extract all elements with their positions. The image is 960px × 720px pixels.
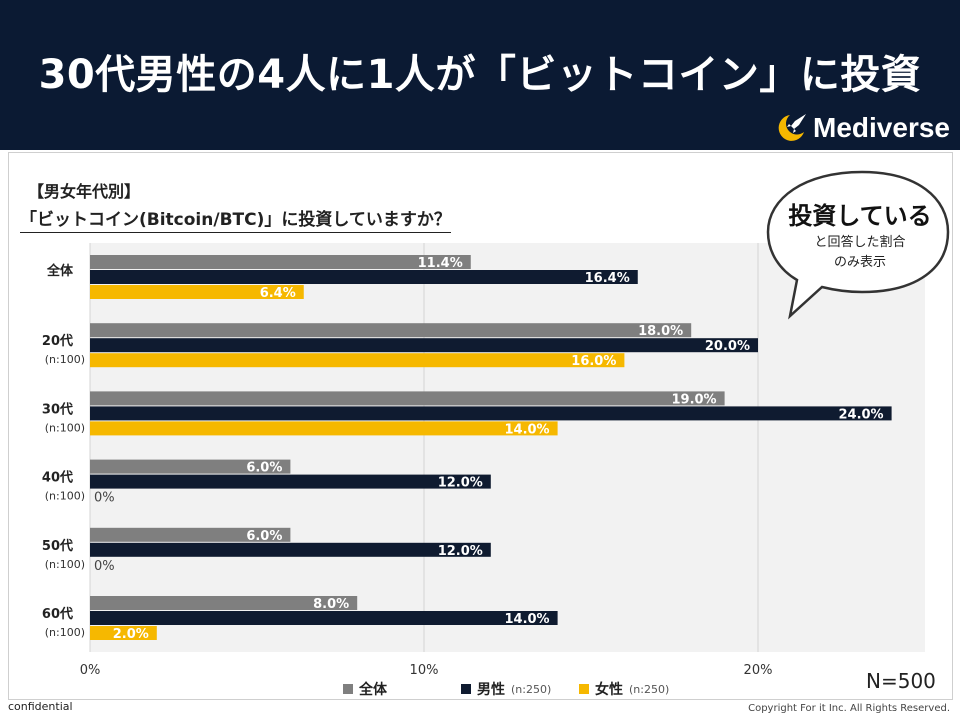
legend-label-female: 女性: [595, 682, 623, 698]
confidential-label: confidential: [8, 700, 73, 713]
page-title: 30代男性の4人に1人が「ビットコイン」に投資: [38, 52, 922, 98]
bubble-note-2: のみ表示: [833, 255, 886, 270]
bubble-headline: 投資している: [788, 202, 932, 230]
legend-swatch-female: [579, 684, 589, 694]
legend-item-male: 男性 (n:250): [461, 679, 551, 699]
header-banner: 30代男性の4人に1人が「ビットコイン」に投資: [0, 0, 960, 150]
legend-n-male: (n:250): [511, 682, 552, 696]
legend-swatch-all: [343, 684, 353, 694]
legend-label-all: 全体: [359, 682, 387, 698]
bubble-note-1: と回答した割合: [814, 235, 906, 250]
logo: Mediverse: [775, 110, 950, 146]
rocket-moon-icon: [778, 114, 807, 141]
legend-n-female: (n:250): [629, 682, 670, 696]
legend-label-male: 男性: [477, 682, 505, 698]
chart-subtitle-segment: 【男女年代別】: [28, 182, 141, 201]
legend-item-all: 全体: [343, 679, 387, 699]
logo-text: Mediverse: [813, 112, 950, 143]
legend-swatch-male: [461, 684, 471, 694]
chart-question-title: 「ビットコイン(Bitcoin/BTC)」に投資していますか？: [20, 205, 451, 233]
speech-bubble-text: 投資している と回答した割合 のみ表示: [770, 196, 950, 271]
copyright-text: Copyright For it Inc. All Rights Reserve…: [748, 703, 950, 714]
legend-item-female: 女性 (n:250): [579, 679, 669, 699]
sample-size: N=500: [866, 669, 936, 693]
